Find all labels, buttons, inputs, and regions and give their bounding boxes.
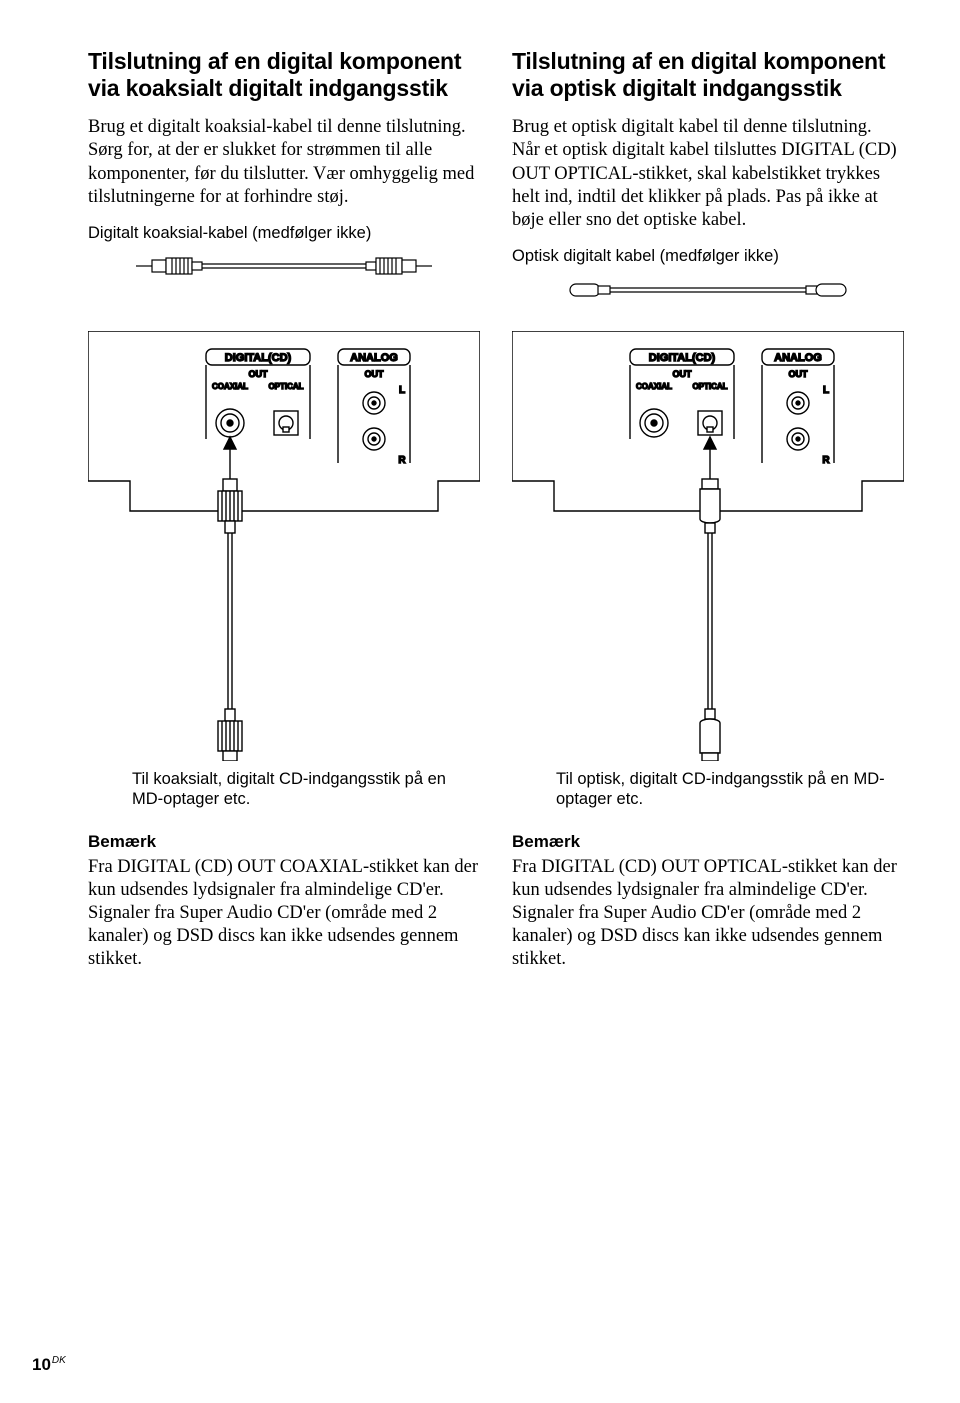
left-note-heading: Bemærk — [88, 832, 480, 852]
r-label-2: R — [822, 455, 830, 466]
l-label-2: L — [823, 385, 829, 396]
optical-label: OPTICAL — [268, 382, 303, 391]
out-label-2: OUT — [365, 369, 385, 379]
page-number-suffix: DK — [52, 1355, 66, 1366]
digital-label: DIGITAL(CD) — [225, 352, 292, 364]
right-heading: Tilslutning af en digital komponent via … — [512, 48, 904, 102]
left-heading: Tilslutning af en digital komponent via … — [88, 48, 480, 102]
out-label-3: OUT — [673, 369, 693, 379]
coaxial-label-2: COAXIAL — [636, 382, 672, 391]
analog-label-2: ANALOG — [774, 352, 822, 364]
analog-label: ANALOG — [350, 352, 398, 364]
r-label: R — [398, 455, 406, 466]
right-rear-panel-diagram: DIGITAL(CD) OUT COAXIAL OPTICAL ANALOG O… — [512, 331, 904, 761]
right-body: Brug et optisk digitalt kabel til denne … — [512, 116, 904, 232]
right-note-heading: Bemærk — [512, 832, 904, 852]
left-body: Brug et digitalt koaksial-kabel til denn… — [88, 116, 480, 209]
left-cable-label: Digitalt koaksial-kabel (medfølger ikke) — [88, 223, 480, 244]
coaxial-cable-illustration — [134, 253, 434, 279]
coaxial-label: COAXIAL — [212, 382, 248, 391]
page-number-value: 10 — [32, 1355, 51, 1374]
l-label: L — [399, 385, 405, 396]
optical-cable-illustration — [558, 277, 858, 303]
digital-label-2: DIGITAL(CD) — [649, 352, 716, 364]
optical-label-2: OPTICAL — [692, 382, 727, 391]
left-lower-caption: Til koaksialt, digitalt CD-indgangsstik … — [132, 769, 480, 810]
out-label-4: OUT — [789, 369, 809, 379]
right-cable-label: Optisk digitalt kabel (medfølger ikke) — [512, 246, 904, 267]
page-number: 10DK — [32, 1355, 66, 1375]
right-note-body: Fra DIGITAL (CD) OUT OPTICAL-stikket kan… — [512, 856, 904, 972]
right-lower-caption: Til optisk, digitalt CD-indgangsstik på … — [556, 769, 904, 810]
left-rear-panel-diagram: DIGITAL(CD) OUT COAXIAL OPTICAL ANALOG O… — [88, 331, 480, 761]
out-label-1: OUT — [249, 369, 269, 379]
left-note-body: Fra DIGITAL (CD) OUT COAXIAL-stikket kan… — [88, 856, 480, 972]
